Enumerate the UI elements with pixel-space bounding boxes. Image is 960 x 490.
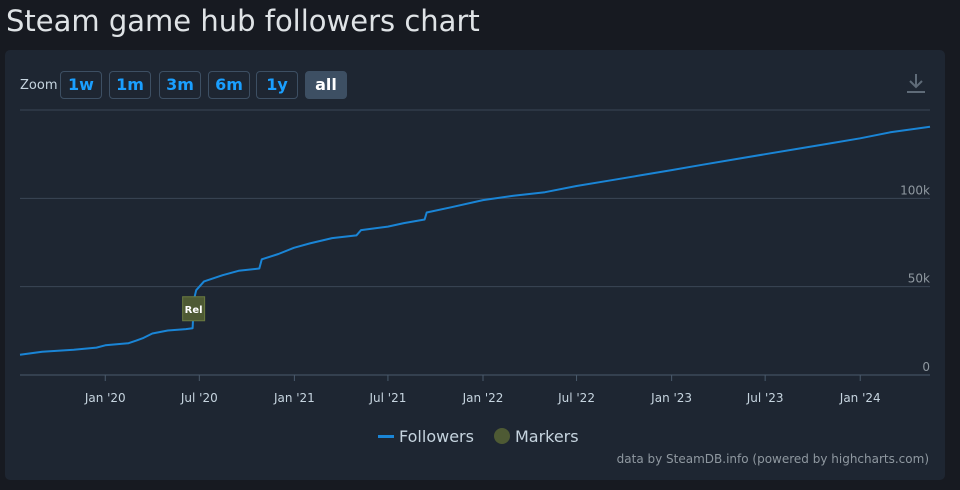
x-tick-label: Jan '21 (273, 391, 315, 405)
legend-label-followers: Followers (399, 426, 474, 446)
y-tick-label: 100k (900, 183, 930, 197)
y-tick-label: 50k (908, 272, 930, 286)
y-tick-label: 0 (922, 360, 930, 374)
zoom-1w-button[interactable]: 1w (60, 71, 102, 99)
x-tick-label: Jan '20 (84, 391, 126, 405)
release-marker-label: Rel (185, 305, 203, 316)
x-tick-label: Jul '23 (746, 391, 784, 405)
zoom-3m-button[interactable]: 3m (159, 71, 201, 99)
chart-legend: Followers Markers (378, 426, 599, 446)
legend-item-markers[interactable]: Markers (493, 426, 579, 446)
x-tick-label: Jul '20 (180, 391, 218, 405)
legend-line-symbol (378, 434, 394, 438)
release-marker (182, 296, 206, 322)
chart-plot: 0 50k 100k Jan '20 Jul '20 Jan '21 Jul '21 Jan … (19, 109, 931, 405)
zoom-label: Zoom (20, 78, 58, 93)
zoom-all-button[interactable]: all (305, 71, 347, 99)
x-tick-label: Jan '24 (839, 391, 881, 405)
page-title: Steam game hub followers chart (6, 4, 480, 38)
legend-item-followers[interactable]: Followers (378, 427, 474, 446)
x-tick-label: Jan '23 (650, 391, 692, 405)
legend-dot-symbol (493, 428, 510, 444)
zoom-1y-button[interactable]: 1y (256, 71, 298, 99)
x-tick-label: Jan '22 (462, 391, 504, 405)
zoom-6m-button[interactable]: 6m (208, 71, 250, 99)
legend-label-markers: Markers (514, 426, 579, 446)
zoom-1m-button[interactable]: 1m (109, 71, 151, 99)
chart-credits: data by SteamDB.info (powered by highcha… (616, 452, 929, 466)
x-tick-label: Jul '21 (368, 391, 406, 405)
chart-card: Zoom 1w 1m 3m 6m 1y all 0 50k 100k Jan '20 J… (5, 50, 945, 480)
x-tick-label: Jul '22 (557, 391, 595, 405)
series-line-followers (19, 125, 931, 356)
download-icon[interactable] (905, 72, 927, 96)
